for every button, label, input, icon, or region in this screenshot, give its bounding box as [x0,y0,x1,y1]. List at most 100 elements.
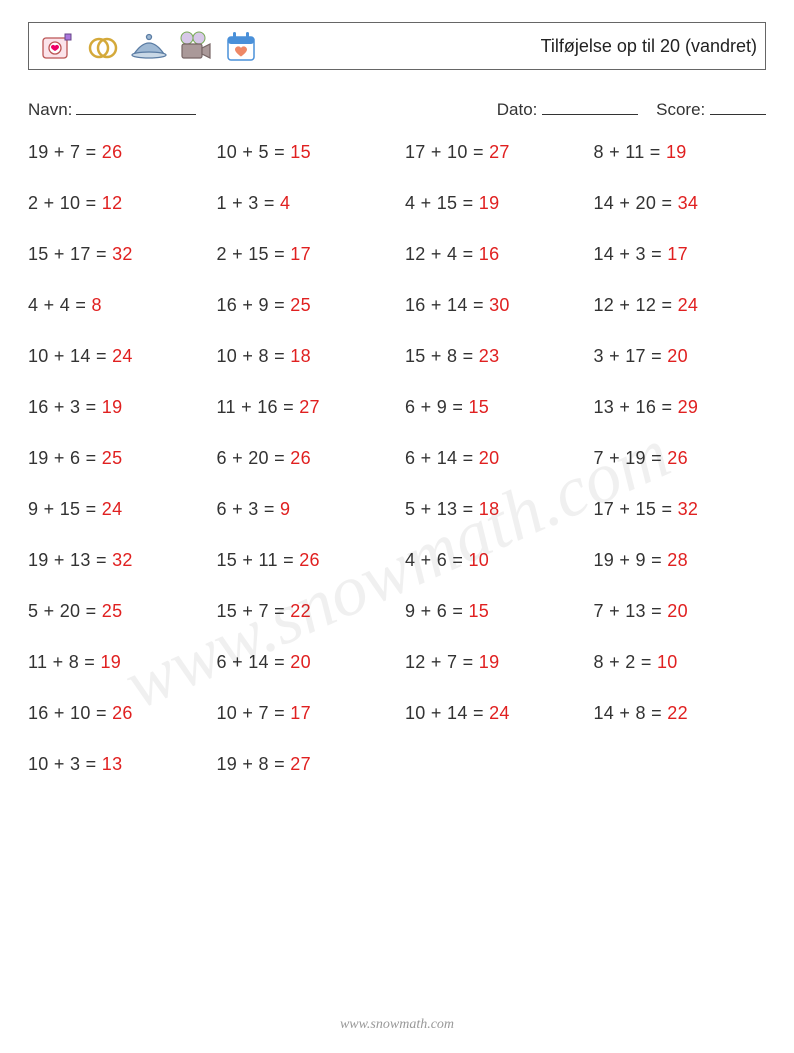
problem-cell: 6 + 3 = 9 [217,499,390,520]
worksheet-title: Tilføjelse op til 20 (vandret) [541,36,757,57]
problem-answer: 15 [290,142,311,162]
problem-answer: 17 [290,703,311,723]
problem-expression: 17 + 10 = [405,142,489,162]
header-icons [37,26,261,66]
problem-cell: 17 + 15 = 32 [594,499,767,520]
date-blank [542,98,638,115]
problem-expression: 15 + 7 = [217,601,291,621]
problem-expression: 6 + 14 = [405,448,479,468]
problem-expression: 4 + 4 = [28,295,91,315]
problem-cell: 16 + 14 = 30 [405,295,578,316]
problem-answer: 19 [479,193,500,213]
problem-expression: 11 + 8 = [28,652,100,672]
problem-expression: 19 + 6 = [28,448,102,468]
problem-answer: 26 [102,142,123,162]
problem-answer: 24 [102,499,123,519]
problem-cell: 16 + 9 = 25 [217,295,390,316]
problem-expression: 17 + 15 = [594,499,678,519]
problem-expression: 19 + 7 = [28,142,102,162]
problem-expression: 16 + 3 = [28,397,102,417]
problem-cell: 10 + 5 = 15 [217,142,390,163]
problem-cell: 17 + 10 = 27 [405,142,578,163]
date-label: Dato: [497,100,538,119]
problem-cell: 4 + 15 = 19 [405,193,578,214]
problem-cell: 14 + 3 = 17 [594,244,767,265]
problem-cell: 2 + 15 = 17 [217,244,390,265]
problem-expression: 9 + 15 = [28,499,102,519]
problem-expression: 16 + 10 = [28,703,112,723]
problem-answer: 27 [290,754,311,774]
problem-expression: 8 + 2 = [594,652,657,672]
problem-answer: 24 [678,295,699,315]
problem-cell: 15 + 8 = 23 [405,346,578,367]
worksheet-page: Tilføjelse op til 20 (vandret) Navn: Dat… [0,0,794,775]
problem-cell: 19 + 9 = 28 [594,550,767,571]
problem-cell: 5 + 13 = 18 [405,499,578,520]
problem-expression: 19 + 9 = [594,550,668,570]
footer-url: www.snowmath.com [0,1017,794,1033]
problem-cell: 19 + 7 = 26 [28,142,201,163]
problem-cell: 13 + 16 = 29 [594,397,767,418]
problem-cell: 1 + 3 = 4 [217,193,390,214]
problem-cell: 4 + 6 = 10 [405,550,578,571]
problem-answer: 25 [102,448,123,468]
problem-answer: 20 [667,346,688,366]
problem-expression: 10 + 3 = [28,754,102,774]
problem-answer: 4 [280,193,290,213]
problem-cell: 4 + 4 = 8 [28,295,201,316]
problem-expression: 2 + 10 = [28,193,102,213]
problem-expression: 5 + 20 = [28,601,102,621]
problem-expression: 12 + 12 = [594,295,678,315]
problem-expression: 14 + 20 = [594,193,678,213]
problem-expression: 13 + 16 = [594,397,678,417]
problem-expression: 14 + 3 = [594,244,668,264]
problem-answer: 12 [102,193,123,213]
problem-answer: 29 [678,397,699,417]
problem-answer: 10 [657,652,678,672]
problem-expression: 10 + 14 = [405,703,489,723]
problem-cell: 14 + 8 = 22 [594,703,767,724]
problem-expression: 7 + 19 = [594,448,668,468]
problem-cell: 12 + 4 = 16 [405,244,578,265]
score-label: Score: [656,100,705,119]
meta-row: Navn: Dato: Score: [28,98,766,120]
problem-cell: 3 + 17 = 20 [594,346,767,367]
problem-cell: 8 + 11 = 19 [594,142,767,163]
problem-expression: 19 + 13 = [28,550,112,570]
problem-cell: 5 + 20 = 25 [28,601,201,622]
problem-answer: 34 [678,193,699,213]
problem-answer: 19 [666,142,687,162]
name-label: Navn: [28,100,72,120]
problem-cell: 10 + 3 = 13 [28,754,201,775]
problem-answer: 32 [112,550,133,570]
problem-answer: 26 [290,448,311,468]
problem-cell: 6 + 9 = 15 [405,397,578,418]
problem-answer: 18 [290,346,311,366]
problem-expression: 19 + 8 = [217,754,291,774]
problem-expression: 4 + 15 = [405,193,479,213]
problem-expression: 6 + 3 = [217,499,280,519]
problem-expression: 15 + 11 = [217,550,300,570]
problem-answer: 22 [667,703,688,723]
problem-expression: 9 + 6 = [405,601,468,621]
problem-cell: 6 + 14 = 20 [405,448,578,469]
problem-cell: 7 + 19 = 26 [594,448,767,469]
problem-cell: 11 + 8 = 19 [28,652,201,673]
rings-icon [83,26,123,66]
problem-answer: 28 [667,550,688,570]
problem-answer: 13 [102,754,123,774]
problem-cell: 10 + 14 = 24 [28,346,201,367]
dish-cover-icon [129,26,169,66]
problem-expression: 12 + 4 = [405,244,479,264]
problem-answer: 19 [100,652,121,672]
problem-answer: 26 [112,703,133,723]
problem-answer: 20 [479,448,500,468]
problem-cell: 9 + 6 = 15 [405,601,578,622]
problem-answer: 16 [479,244,500,264]
problem-cell: 14 + 20 = 34 [594,193,767,214]
problem-cell: 10 + 7 = 17 [217,703,390,724]
problem-cell: 7 + 13 = 20 [594,601,767,622]
problem-answer: 18 [479,499,500,519]
problem-grid: 19 + 7 = 26 10 + 5 = 15 17 + 10 = 27 8 + 11… [28,142,766,775]
problem-cell: 6 + 20 = 26 [217,448,390,469]
